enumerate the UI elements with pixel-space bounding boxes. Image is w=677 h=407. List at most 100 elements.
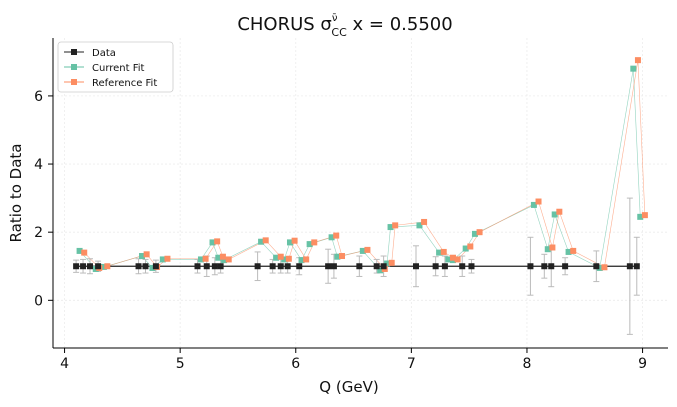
data-point: [262, 237, 269, 244]
y-tick-label: 6: [34, 89, 43, 105]
x-tick-label: 7: [407, 356, 416, 372]
data-point: [80, 263, 87, 270]
data-point: [377, 267, 384, 274]
data-point: [194, 263, 201, 270]
data-point: [281, 256, 288, 263]
data-point: [221, 257, 228, 264]
data-point: [219, 253, 226, 260]
data-point: [104, 263, 111, 270]
chart-title-superscript: ν̄: [332, 13, 338, 24]
data-point: [100, 263, 107, 270]
data-point: [449, 254, 456, 261]
data-point: [388, 259, 395, 266]
data-point: [436, 249, 443, 256]
data-point: [159, 256, 166, 263]
data-point: [135, 263, 142, 270]
data-point: [339, 253, 346, 260]
data-point: [164, 255, 171, 262]
data-point: [551, 211, 558, 218]
data-point: [364, 246, 371, 253]
data-point: [565, 248, 572, 255]
data-point: [285, 255, 292, 262]
data-point: [549, 244, 556, 251]
data-point: [634, 57, 641, 64]
legend-swatch-marker: [71, 64, 77, 70]
data-point: [421, 218, 428, 225]
data-point: [392, 222, 399, 229]
legend: Data Current Fit Reference Fit: [57, 41, 174, 93]
data-point: [143, 251, 150, 258]
data-point: [570, 247, 577, 254]
series-line-current-fit: [79, 68, 641, 271]
data-point: [440, 248, 447, 255]
data-point: [471, 230, 478, 237]
data-point: [641, 212, 648, 219]
data-point: [139, 253, 146, 260]
data-point: [527, 263, 534, 270]
y-tick-label: 0: [34, 293, 43, 309]
data-point: [291, 237, 298, 244]
data-point: [356, 263, 363, 270]
data-point: [445, 256, 452, 263]
data-point: [373, 263, 380, 270]
data-point: [544, 246, 551, 253]
x-tick-label: 8: [523, 356, 532, 372]
data-point: [328, 234, 335, 241]
data-point: [286, 239, 293, 246]
data-point: [284, 263, 291, 270]
data-point: [596, 264, 603, 271]
chart-title-subscript: CC: [331, 26, 347, 39]
data-point: [626, 263, 633, 270]
data-point: [311, 239, 318, 246]
y-tick-label: 4: [34, 157, 43, 173]
data-point: [530, 201, 537, 208]
data-point: [152, 263, 159, 270]
chart-title-tail: x = 0.5500: [347, 14, 453, 35]
data-point: [273, 254, 280, 261]
data-point: [556, 208, 563, 215]
x-ticks: 4 5 6 7 8 9: [60, 348, 647, 372]
legend-box: [57, 41, 174, 93]
data-point: [277, 253, 284, 260]
data-point: [217, 263, 224, 270]
data-point: [81, 249, 88, 256]
legend-swatch-marker: [71, 79, 77, 85]
data-point: [637, 213, 644, 220]
data-point: [73, 263, 80, 270]
data-point: [416, 222, 423, 229]
data-point: [298, 257, 305, 264]
data-point: [277, 263, 284, 270]
data-point: [548, 263, 555, 270]
data-point: [359, 247, 366, 254]
data-point: [468, 263, 475, 270]
data-point: [334, 253, 341, 260]
x-tick-label: 9: [638, 356, 647, 372]
grid: [53, 38, 668, 348]
data-point: [306, 241, 313, 248]
data-point: [258, 238, 265, 245]
data-point: [467, 243, 474, 250]
data-point: [462, 245, 469, 252]
x-tick-label: 6: [291, 356, 300, 372]
data-point: [215, 254, 222, 261]
legend-label: Current Fit: [92, 63, 145, 74]
data-point: [202, 255, 209, 262]
data-point: [269, 263, 276, 270]
data-point: [387, 224, 394, 231]
data-point: [593, 263, 600, 270]
chart-title: CHORUS σν̄ CC x = 0.5500: [237, 13, 452, 39]
legend-swatch-marker: [71, 49, 77, 55]
y-axis-label: Ratio to Data: [7, 144, 25, 243]
x-tick-label: 5: [176, 356, 185, 372]
data-point: [142, 263, 149, 270]
x-axis-label: Q (GeV): [319, 378, 378, 396]
data-point: [562, 263, 569, 270]
series-markers: [73, 57, 648, 274]
data-point: [412, 263, 419, 270]
legend-label: Data: [92, 48, 116, 59]
data-point: [535, 198, 542, 205]
data-point: [541, 263, 548, 270]
data-point: [86, 263, 93, 270]
data-point: [214, 238, 221, 245]
y-ticks: 0 2 4 6: [34, 89, 53, 309]
